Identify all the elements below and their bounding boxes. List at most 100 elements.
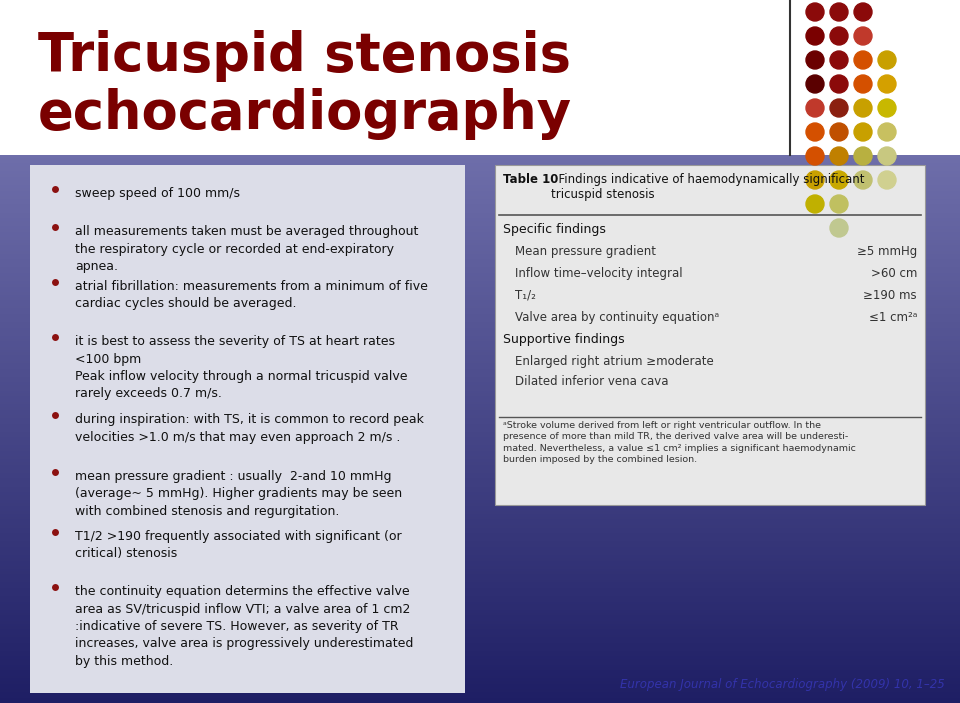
Bar: [0, 470, 960, 473]
Bar: [0, 514, 960, 517]
Bar: [0, 278, 960, 281]
Bar: [0, 157, 960, 160]
Bar: [0, 635, 960, 637]
Bar: [0, 434, 960, 437]
Bar: [0, 344, 960, 347]
Bar: [0, 289, 960, 292]
Text: T₁/₂: T₁/₂: [515, 289, 536, 302]
Bar: [0, 218, 960, 221]
Bar: [0, 300, 960, 303]
Bar: [0, 687, 960, 690]
Bar: [0, 618, 960, 621]
Bar: [0, 478, 960, 481]
Bar: [0, 330, 960, 333]
Bar: [0, 254, 960, 257]
Circle shape: [830, 51, 848, 69]
Bar: [0, 240, 960, 243]
Bar: [0, 640, 960, 643]
Bar: [0, 172, 960, 174]
Bar: [0, 229, 960, 232]
Bar: [0, 591, 960, 593]
Bar: [0, 377, 960, 380]
Bar: [0, 262, 960, 264]
Bar: [495, 165, 925, 505]
Bar: [0, 333, 960, 336]
Bar: [0, 215, 960, 218]
Circle shape: [830, 3, 848, 21]
Text: echocardiography: echocardiography: [38, 88, 572, 140]
Bar: [0, 196, 960, 199]
Bar: [0, 553, 960, 555]
Bar: [0, 374, 960, 377]
Circle shape: [854, 147, 872, 165]
Bar: [0, 224, 960, 226]
Bar: [0, 306, 960, 309]
Bar: [0, 257, 960, 259]
Bar: [0, 174, 960, 177]
Bar: [0, 662, 960, 664]
Bar: [0, 626, 960, 629]
Bar: [0, 259, 960, 262]
Bar: [0, 456, 960, 459]
Bar: [0, 421, 960, 423]
Bar: [0, 481, 960, 484]
Bar: [30, 165, 465, 693]
Bar: [0, 273, 960, 276]
Text: it is best to assess the severity of TS at heart rates
<100 bpm
Peak inflow velo: it is best to assess the severity of TS …: [75, 335, 407, 401]
Circle shape: [878, 171, 896, 189]
Bar: [0, 429, 960, 432]
Bar: [0, 648, 960, 651]
Bar: [0, 495, 960, 498]
Bar: [0, 314, 960, 316]
Circle shape: [854, 99, 872, 117]
Bar: [0, 322, 960, 325]
Bar: [0, 358, 960, 361]
Bar: [0, 580, 960, 583]
Bar: [0, 388, 960, 391]
Bar: [0, 465, 960, 467]
Bar: [0, 593, 960, 596]
Bar: [0, 525, 960, 528]
Bar: [0, 328, 960, 330]
Bar: [0, 232, 960, 235]
Text: the continuity equation determins the effective valve
area as SV/tricuspid inflo: the continuity equation determins the ef…: [75, 585, 414, 668]
Bar: [0, 462, 960, 465]
Bar: [0, 205, 960, 207]
Bar: [0, 309, 960, 311]
Circle shape: [854, 3, 872, 21]
Bar: [0, 489, 960, 492]
Bar: [0, 449, 960, 451]
Bar: [0, 541, 960, 544]
Circle shape: [830, 171, 848, 189]
Bar: [0, 607, 960, 610]
Bar: [0, 371, 960, 374]
Bar: [0, 670, 960, 673]
Bar: [0, 437, 960, 440]
Bar: [0, 292, 960, 295]
Bar: [0, 566, 960, 569]
Bar: [0, 681, 960, 684]
Text: Inflow time–velocity integral: Inflow time–velocity integral: [515, 267, 683, 280]
Bar: [0, 339, 960, 342]
Bar: [0, 440, 960, 443]
Text: Specific findings: Specific findings: [503, 223, 606, 236]
Text: ≥5 mmHg: ≥5 mmHg: [856, 245, 917, 258]
Bar: [0, 166, 960, 169]
Bar: [0, 530, 960, 533]
Bar: [0, 443, 960, 446]
Circle shape: [854, 27, 872, 45]
Circle shape: [830, 75, 848, 93]
Bar: [0, 555, 960, 557]
Circle shape: [806, 3, 824, 21]
Text: Findings indicative of haemodynamically significant
tricuspid stenosis: Findings indicative of haemodynamically …: [551, 173, 865, 201]
Bar: [0, 657, 960, 659]
Bar: [0, 399, 960, 401]
Bar: [0, 511, 960, 514]
Circle shape: [830, 99, 848, 117]
Bar: [0, 690, 960, 692]
Bar: [0, 185, 960, 188]
Bar: [0, 352, 960, 355]
Bar: [0, 577, 960, 580]
Text: Table 10: Table 10: [503, 173, 559, 186]
Bar: [0, 243, 960, 245]
